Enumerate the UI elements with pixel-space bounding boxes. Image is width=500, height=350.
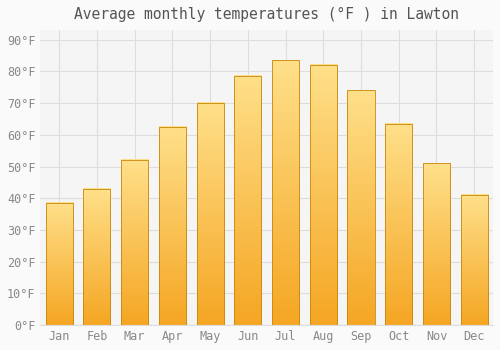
Bar [46, 203, 73, 325]
Bar [84, 189, 110, 325]
Title: Average monthly temperatures (°F ) in Lawton: Average monthly temperatures (°F ) in La… [74, 7, 459, 22]
Bar [460, 195, 488, 325]
Bar [121, 160, 148, 325]
Bar [423, 163, 450, 325]
Bar [234, 76, 262, 325]
Bar [348, 90, 374, 325]
Bar [272, 60, 299, 325]
Bar [385, 124, 412, 325]
Bar [196, 103, 224, 325]
Bar [159, 127, 186, 325]
Bar [310, 65, 337, 325]
